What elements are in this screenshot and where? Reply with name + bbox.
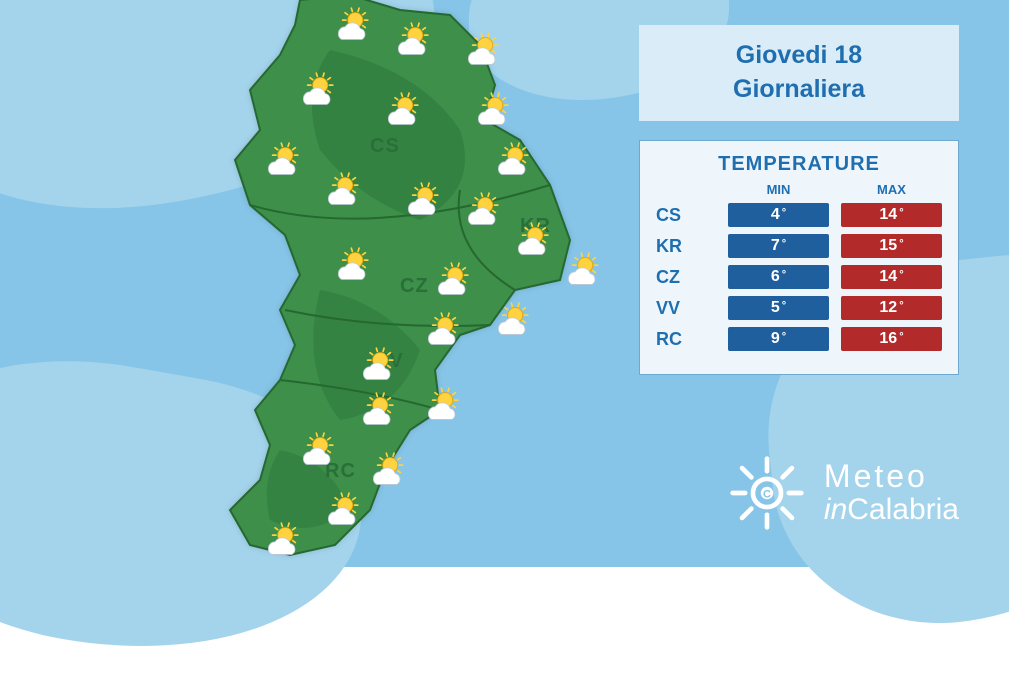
temperature-header: MIN MAX — [656, 182, 942, 197]
svg-text:C: C — [763, 489, 771, 501]
sun-logo-icon: C — [728, 454, 806, 532]
min-pill: 4° — [728, 203, 829, 227]
temperature-row: CS 4° 14° — [656, 203, 942, 227]
province-code: CS — [656, 205, 716, 226]
partly-cloudy-icon — [560, 250, 602, 292]
partly-cloudy-icon — [355, 345, 397, 387]
province-code: CZ — [656, 267, 716, 288]
max-pill: 16° — [841, 327, 942, 351]
logo-line1: Meteo — [824, 460, 959, 494]
province-code: VV — [656, 298, 716, 319]
province-code: KR — [656, 236, 716, 257]
partly-cloudy-icon — [330, 245, 372, 287]
header-min: MIN — [728, 182, 829, 197]
partly-cloudy-icon — [330, 5, 372, 47]
partly-cloudy-icon — [470, 90, 512, 132]
logo-text: Meteo inCalabria — [824, 460, 959, 525]
min-pill: 6° — [728, 265, 829, 289]
header-max: MAX — [841, 182, 942, 197]
partly-cloudy-icon — [295, 70, 337, 112]
temperature-title: TEMPERATURE — [656, 153, 942, 176]
partly-cloudy-icon — [365, 450, 407, 492]
partly-cloudy-icon — [295, 430, 337, 472]
partly-cloudy-icon — [490, 140, 532, 182]
temperature-panel: TEMPERATURE MIN MAX CS 4° 14° KR 7° 15° CZ 6° 14… — [639, 140, 959, 375]
temperature-row: KR 7° 15° — [656, 234, 942, 258]
date-box: Giovedi 18 Giornaliera — [639, 25, 959, 121]
date-line1: Giovedi 18 — [649, 39, 949, 73]
partly-cloudy-icon — [460, 30, 502, 72]
max-pill: 15° — [841, 234, 942, 258]
partly-cloudy-icon — [355, 390, 397, 432]
partly-cloudy-icon — [400, 180, 442, 222]
partly-cloudy-icon — [260, 140, 302, 182]
min-pill: 5° — [728, 296, 829, 320]
partly-cloudy-icon — [380, 90, 422, 132]
province-label: CZ — [400, 275, 429, 298]
calabria-map: CSKRCZVVRC — [120, 0, 580, 570]
min-pill: 7° — [728, 234, 829, 258]
temperature-row: RC 9° 16° — [656, 327, 942, 351]
max-pill: 12° — [841, 296, 942, 320]
logo-line2: inCalabria — [824, 494, 959, 526]
partly-cloudy-icon — [320, 170, 362, 212]
partly-cloudy-icon — [490, 300, 532, 342]
date-line2: Giornaliera — [649, 73, 949, 107]
partly-cloudy-icon — [460, 190, 502, 232]
min-pill: 9° — [728, 327, 829, 351]
partly-cloudy-icon — [390, 20, 432, 62]
partly-cloudy-icon — [510, 220, 552, 262]
partly-cloudy-icon — [260, 520, 302, 562]
temperature-row: CZ 6° 14° — [656, 265, 942, 289]
max-pill: 14° — [841, 203, 942, 227]
weather-map-canvas: CSKRCZVVRC Giovedi 18 Giornaliera TEMPER… — [0, 0, 1009, 567]
partly-cloudy-icon — [430, 260, 472, 302]
temperature-row: VV 5° 12° — [656, 296, 942, 320]
province-label: CS — [370, 135, 400, 158]
partly-cloudy-icon — [320, 490, 362, 532]
province-code: RC — [656, 329, 716, 350]
partly-cloudy-icon — [420, 385, 462, 427]
max-pill: 14° — [841, 265, 942, 289]
brand-logo: C Meteo inCalabria — [728, 454, 959, 532]
partly-cloudy-icon — [420, 310, 462, 352]
